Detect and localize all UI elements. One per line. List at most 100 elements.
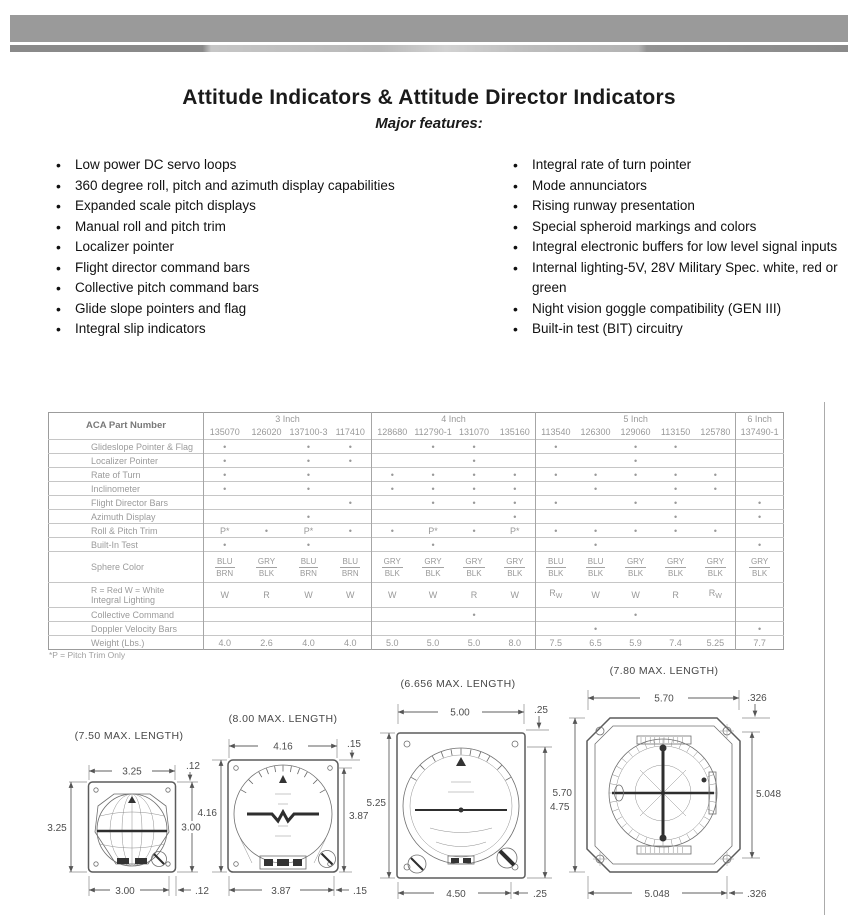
table-cell <box>535 509 576 524</box>
table-cell: • <box>655 481 696 496</box>
table-cell: W <box>494 582 537 608</box>
dim-label-top-offset: .326 <box>747 693 767 704</box>
table-cell <box>535 607 576 622</box>
table-cell <box>575 439 616 454</box>
table-cell <box>203 621 246 636</box>
drawing-title: (8.00 MAX. LENGTH) <box>229 713 338 725</box>
table-cell: GRY BLK <box>655 551 696 583</box>
table-cell: • <box>329 495 373 510</box>
table-cell <box>735 481 784 496</box>
table-cell: • <box>575 523 616 538</box>
dim-label-right: 3.00 <box>181 823 201 834</box>
table-cell <box>494 439 537 454</box>
table-cell: 6.5 <box>575 635 616 650</box>
table-cell: W <box>615 582 656 608</box>
table-cell <box>287 607 330 622</box>
table-cell <box>695 537 737 552</box>
table-cell <box>735 439 784 454</box>
table-cell: RW <box>695 582 737 608</box>
table-cell <box>371 607 413 622</box>
table-cell: • <box>655 509 696 524</box>
row-label: Sphere Color <box>48 551 204 583</box>
table-cell <box>412 453 454 468</box>
dim-label-bottom: 3.87 <box>271 886 291 897</box>
table-cell: W <box>287 582 330 608</box>
table-cell: 7.5 <box>535 635 576 650</box>
table-cell <box>329 537 373 552</box>
table-cell <box>535 621 576 636</box>
table-cell: 7.4 <box>655 635 696 650</box>
drawing-6-inch: (7.80 MAX. LENGTH) 5.70 .326 <box>553 665 782 900</box>
dim-label-top-offset: .12 <box>186 761 200 772</box>
dim-label-left: 3.25 <box>47 823 67 834</box>
table-cell <box>287 495 330 510</box>
table-cell: • <box>412 537 454 552</box>
table-cell: • <box>203 467 246 482</box>
table-cell: RW <box>535 582 576 608</box>
part-number: 135160 <box>494 425 537 440</box>
feature-item: Built-in test (BIT) circuitry <box>512 319 844 340</box>
table-cell: • <box>329 523 373 538</box>
table-cell: W <box>575 582 616 608</box>
table-cell <box>695 495 737 510</box>
table-cell: • <box>287 481 330 496</box>
table-cell <box>735 523 784 538</box>
table-cell <box>615 537 656 552</box>
table-cell <box>735 607 784 622</box>
table-cell: • <box>412 481 454 496</box>
table-cell: 7.7 <box>735 635 784 650</box>
table-cell: • <box>203 453 246 468</box>
table-cell: 4.0 <box>287 635 330 650</box>
table-cell: GRY BLK <box>494 551 537 583</box>
table-cell: 5.0 <box>453 635 495 650</box>
table-cell <box>655 621 696 636</box>
table-cell: • <box>615 607 656 622</box>
table-cell: BLU BLK <box>575 551 616 583</box>
table-cell: BLU BRN <box>287 551 330 583</box>
table-cell <box>329 467 373 482</box>
dim-label-right: 5.048 <box>756 789 781 800</box>
table-cell: • <box>615 453 656 468</box>
table-cell: 4.0 <box>203 635 246 650</box>
part-number: 125780 <box>695 425 737 440</box>
table-cell: • <box>535 495 576 510</box>
dim-label-top-offset: .25 <box>534 705 548 716</box>
table-footnote: *P = Pitch Trim Only <box>49 650 126 660</box>
table-cell <box>287 621 330 636</box>
table-cell <box>329 509 373 524</box>
feature-item: Manual roll and pitch trim <box>55 217 495 238</box>
feature-item: Special spheroid markings and colors <box>512 217 844 238</box>
row-label: Rate of Turn <box>48 467 204 482</box>
drawing-4-inch: (8.00 MAX. LENGTH) 4.16 .15 <box>198 713 369 897</box>
table-cell <box>575 453 616 468</box>
feature-item: Integral rate of turn pointer <box>512 155 844 176</box>
table-cell <box>245 509 288 524</box>
table-cell <box>695 509 737 524</box>
table-cell <box>494 607 537 622</box>
table-cell: • <box>371 523 413 538</box>
part-number: 113540 <box>541 427 571 437</box>
table-cell <box>575 607 616 622</box>
table-cell: R <box>655 582 696 608</box>
table-group-header: 4 Inch <box>371 412 537 425</box>
table-cell: • <box>535 439 576 454</box>
table-cell: • <box>655 439 696 454</box>
table-cell: • <box>412 495 454 510</box>
table-cell: • <box>655 523 696 538</box>
table-cell: BLU BRN <box>329 551 373 583</box>
table-cell <box>494 537 537 552</box>
table-cell: 4.0 <box>329 635 373 650</box>
table-cell: • <box>203 439 246 454</box>
table-cell <box>412 621 454 636</box>
table-cell: • <box>655 467 696 482</box>
table-cell <box>735 582 784 608</box>
table-cell <box>203 495 246 510</box>
feature-item: Integral electronic buffers for low leve… <box>512 237 844 258</box>
table-cell <box>245 481 288 496</box>
table-cell: • <box>287 453 330 468</box>
table-cell: • <box>535 523 576 538</box>
table-cell: • <box>494 481 537 496</box>
feature-item: Expanded scale pitch displays <box>55 196 495 217</box>
drawing-3-inch: (7.50 MAX. LENGTH) 3.25 .12 <box>47 730 209 897</box>
